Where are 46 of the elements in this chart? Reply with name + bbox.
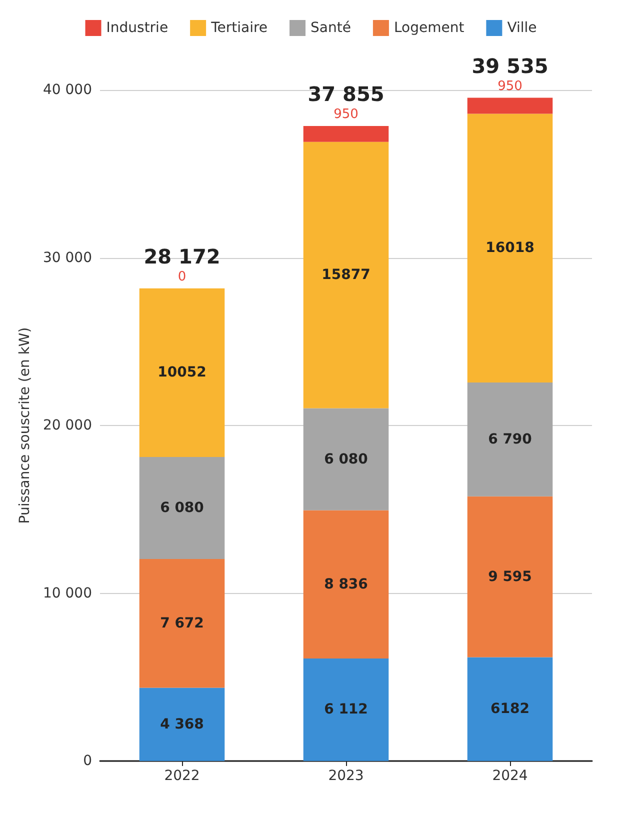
data-label: 16018 — [486, 240, 534, 256]
data-label: 950 — [498, 78, 522, 94]
y-axis-title: Puissance souscrite (en kW) — [17, 327, 33, 524]
bar — [467, 657, 553, 761]
bar — [139, 457, 225, 560]
data-label: 6 790 — [488, 431, 532, 448]
data-label: 6182 — [490, 701, 530, 718]
data-label: 8 836 — [324, 576, 368, 592]
total-label: 37 855 — [308, 82, 384, 106]
data-label: 6 080 — [324, 451, 368, 468]
legend-label: Logement — [394, 20, 465, 36]
data-label: 4 368 — [160, 716, 204, 732]
legend-label: Ville — [507, 20, 537, 36]
y-tick-label: 40 000 — [43, 82, 92, 98]
bar — [139, 559, 225, 688]
bar — [467, 496, 553, 658]
y-tick-label: 0 — [83, 753, 92, 769]
data-label: 9 595 — [488, 568, 532, 585]
x-tick-label: 2023 — [328, 768, 364, 784]
bar — [303, 126, 389, 142]
legend-label: Tertiaire — [210, 20, 268, 36]
data-label: 950 — [334, 106, 358, 122]
data-label: 6 080 — [160, 500, 204, 516]
bar — [139, 288, 225, 458]
x-tick-label: 2022 — [164, 768, 200, 784]
bar — [303, 142, 389, 408]
bar — [467, 114, 553, 382]
y-tick-label: 20 000 — [43, 418, 92, 434]
data-label: 0 — [178, 269, 186, 284]
data-label: 7 672 — [160, 615, 204, 632]
bar — [467, 98, 553, 114]
bar — [303, 408, 389, 510]
x-tick-label: 2024 — [492, 768, 528, 784]
bar — [303, 658, 389, 761]
data-label: 6 112 — [324, 702, 368, 718]
y-tick-label: 10 000 — [43, 585, 92, 602]
legend-label: Industrie — [106, 20, 168, 36]
data-label: 10052 — [158, 364, 206, 381]
total-label: 39 535 — [472, 54, 548, 78]
total-label: 28 172 — [144, 244, 220, 268]
bar — [467, 382, 553, 496]
bar — [303, 510, 389, 658]
y-tick-label: 30 000 — [43, 250, 92, 266]
legend-label: Santé — [310, 20, 351, 36]
bar — [139, 688, 225, 761]
data-label: 15877 — [322, 267, 370, 284]
